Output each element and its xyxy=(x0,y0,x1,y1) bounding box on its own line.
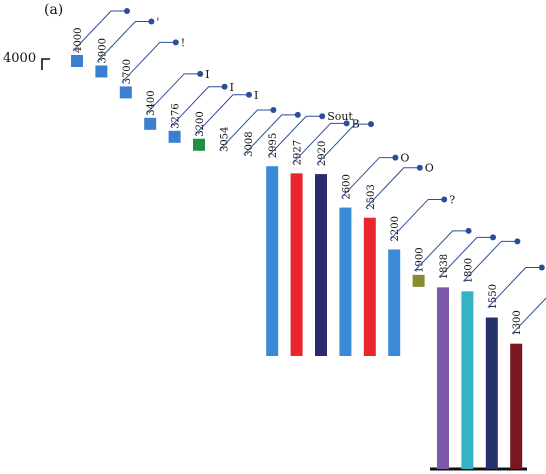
leader-dot-14 xyxy=(465,227,472,234)
category-label-8: Sout xyxy=(327,110,353,123)
leader-line-15 xyxy=(438,236,491,278)
leader-line-1 xyxy=(97,20,150,62)
leader-line-5 xyxy=(194,94,247,136)
category-label-4: I xyxy=(230,81,234,94)
leader-line-12 xyxy=(365,167,418,209)
leader-dot-17 xyxy=(538,264,545,271)
bar-15 xyxy=(437,287,449,469)
value-label-13: 2200 xyxy=(390,216,401,241)
leader-line-3 xyxy=(145,73,199,115)
bar-marker-0 xyxy=(71,55,83,67)
leader-line-8 xyxy=(267,115,321,157)
leader-dot-13 xyxy=(441,196,448,203)
value-label-14: 1900 xyxy=(415,247,426,272)
leader-dot-12 xyxy=(416,164,423,171)
value-label-15: 1838 xyxy=(439,254,450,279)
value-label-10: 2920 xyxy=(317,141,328,166)
bar-11 xyxy=(339,207,352,356)
category-label-2: ! xyxy=(181,36,185,49)
leader-dot-1 xyxy=(148,18,155,25)
value-label-0: 4000 xyxy=(73,28,84,53)
leader-line-17 xyxy=(487,267,540,308)
bar-10 xyxy=(315,174,327,356)
leader-line-11 xyxy=(341,157,394,198)
bar-marker-2 xyxy=(119,86,132,99)
value-label-11: 2600 xyxy=(341,174,352,199)
category-label-11: O xyxy=(400,152,409,165)
leader-dot-15 xyxy=(490,234,496,241)
value-label-9: 2927 xyxy=(293,140,304,165)
leader-dot-7 xyxy=(294,111,301,118)
leader-dot-10 xyxy=(368,121,374,128)
leader-line-7 xyxy=(243,114,296,156)
leader-line-9 xyxy=(292,122,345,164)
value-label-6: 3054 xyxy=(219,127,230,152)
leader-line-6 xyxy=(219,109,272,151)
bar-12 xyxy=(363,217,376,356)
leader-line-18 xyxy=(511,297,546,335)
leader-line-13 xyxy=(389,198,443,240)
leader-dot-0 xyxy=(124,8,130,14)
leader-line-0 xyxy=(72,10,125,52)
leader-dot-8 xyxy=(319,113,326,120)
bar-marker-4 xyxy=(168,130,181,143)
bars-layer: 4000 3900 ' 3700! 3400 I 3276 I 3200 I 3054 3008 299… xyxy=(71,8,546,469)
category-label-1: ' xyxy=(156,15,159,28)
category-label-3: I xyxy=(205,68,209,81)
bar-marker-14 xyxy=(412,274,425,287)
value-label-5: 3200 xyxy=(195,111,206,136)
bar-marker-1 xyxy=(95,65,108,78)
panel-label: (a) xyxy=(44,2,63,18)
value-label-16: 1800 xyxy=(463,258,474,283)
value-label-4: 3276 xyxy=(171,103,182,128)
bar-marker-3 xyxy=(144,117,157,130)
category-label-13: ? xyxy=(449,193,455,206)
value-label-12: 2503 xyxy=(366,184,377,209)
value-label-18: 1300 xyxy=(512,310,523,335)
leader-line-2 xyxy=(121,41,174,83)
leader-dot-6 xyxy=(270,107,277,114)
leader-dot-16 xyxy=(514,238,521,245)
bar-8 xyxy=(266,166,279,356)
bar-16 xyxy=(461,291,474,469)
bar-9 xyxy=(290,173,303,356)
category-label-5: I xyxy=(254,89,258,102)
bar-13 xyxy=(388,249,401,356)
value-label-3: 3400 xyxy=(146,90,157,115)
leader-dot-11 xyxy=(392,154,399,161)
axis-corner-mark xyxy=(41,58,50,70)
category-label-12: O xyxy=(425,162,434,175)
leader-dot-9 xyxy=(343,120,350,127)
bar-marker-5 xyxy=(193,138,205,151)
leader-line-10 xyxy=(316,123,369,165)
value-label-7: 3008 xyxy=(244,131,255,156)
value-label-17: 1550 xyxy=(488,284,499,309)
leader-dot-3 xyxy=(197,70,204,77)
leader-dot-5 xyxy=(246,91,252,98)
leader-line-16 xyxy=(463,240,516,282)
value-label-1: 3900 xyxy=(97,38,108,63)
value-label-2: 3700 xyxy=(122,59,133,84)
y-axis-tick-label: 4000 xyxy=(3,51,36,66)
leader-line-14 xyxy=(414,230,467,272)
leader-line-4 xyxy=(170,86,223,128)
value-label-8: 2995 xyxy=(268,133,279,158)
bar-18 xyxy=(510,343,523,469)
bar-17 xyxy=(485,317,498,469)
leader-dot-4 xyxy=(221,83,228,90)
leader-dot-2 xyxy=(172,39,179,46)
